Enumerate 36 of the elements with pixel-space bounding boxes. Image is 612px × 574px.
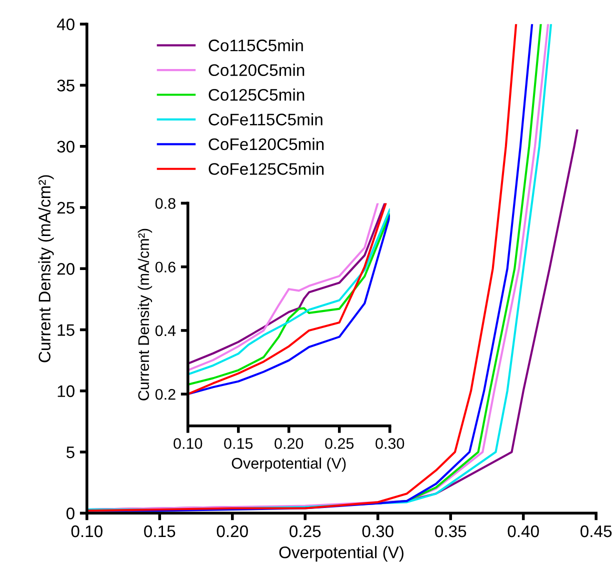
x-tick-label: 0.20 bbox=[274, 438, 304, 449]
legend-label: Co115C5min bbox=[208, 39, 303, 52]
y-tick-label: 10 bbox=[58, 385, 74, 398]
y-tick-label: 0 bbox=[66, 508, 74, 520]
legend-label: Co125C5min bbox=[208, 88, 304, 101]
y-tick-label: 0.8 bbox=[155, 198, 176, 209]
y-tick-label: 30 bbox=[57, 140, 74, 153]
x-tick-label: 0.15 bbox=[224, 438, 253, 449]
x-tick-label: 0.10 bbox=[174, 438, 202, 449]
x-tick-label: 0.25 bbox=[290, 525, 321, 538]
x-tick-label: 0.25 bbox=[325, 438, 354, 449]
y-axis-title: Current Density (mA/cm²) bbox=[38, 175, 54, 362]
x-tick-label: 0.15 bbox=[144, 525, 176, 538]
y-tick-label: 15 bbox=[58, 324, 74, 336]
x-tick-label: 0.35 bbox=[435, 525, 466, 538]
x-tick-label: 0.30 bbox=[362, 525, 394, 538]
x-tick-label: 0.10 bbox=[71, 525, 102, 538]
y-tick-label: 20 bbox=[57, 263, 74, 275]
x-tick-label: 0.40 bbox=[508, 525, 539, 538]
y-tick-label: 0.6 bbox=[155, 262, 176, 273]
legend-label: CoFe125C5min bbox=[208, 162, 324, 175]
y-tick-label: 0.4 bbox=[155, 325, 176, 336]
x-axis-title: Overpotential (V) bbox=[232, 458, 346, 472]
legend-label: CoFe115C5min bbox=[208, 113, 322, 126]
y-tick-label: 40 bbox=[56, 18, 74, 30]
y-tick-label: 0.2 bbox=[155, 388, 176, 400]
y-tick-label: 35 bbox=[57, 80, 74, 92]
y-axis-title: Current Density (mA/cm²) bbox=[138, 228, 152, 400]
y-tick-label: 25 bbox=[57, 202, 74, 214]
x-tick-label: 0.30 bbox=[376, 438, 404, 449]
x-tick-label: 0.20 bbox=[216, 525, 248, 538]
y-tick-label: 5 bbox=[66, 446, 74, 458]
x-axis-title: Overpotential (V) bbox=[279, 546, 404, 562]
legend-label: CoFe120C5min bbox=[208, 138, 324, 150]
x-tick-label: 0.45 bbox=[580, 525, 612, 538]
legend-label: Co120C5min bbox=[208, 64, 304, 76]
